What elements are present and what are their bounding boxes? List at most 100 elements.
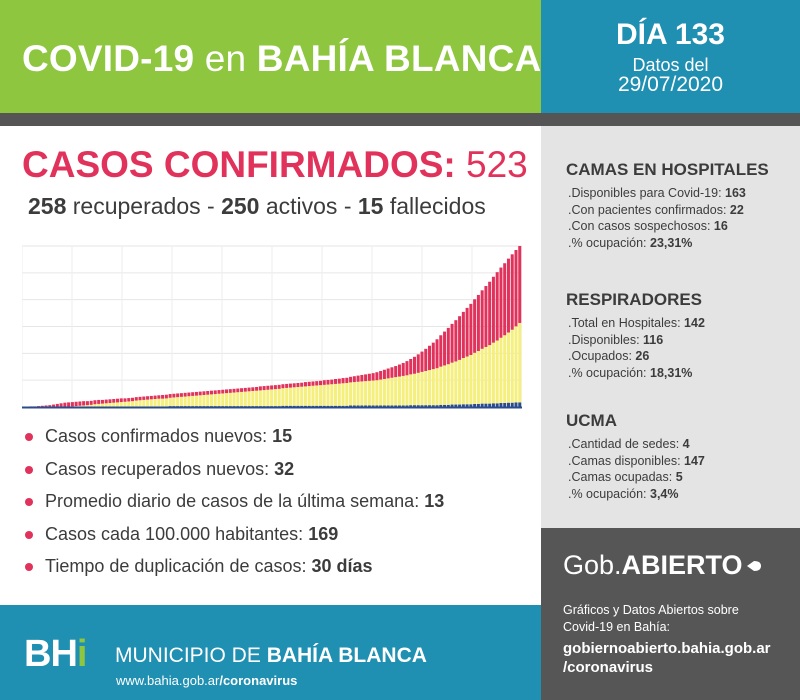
bar-recovered: [450, 362, 454, 405]
bar-active: [187, 392, 191, 397]
bar-recovered: [115, 402, 119, 407]
bar-deceased: [503, 403, 507, 407]
bar-recovered: [296, 386, 300, 406]
bar-deceased: [341, 405, 345, 407]
bar-recovered: [326, 384, 330, 406]
bullet-icon: [25, 433, 33, 441]
bar-active: [330, 379, 334, 385]
bar-recovered: [142, 399, 146, 407]
bar-active: [206, 390, 210, 395]
bar-recovered: [281, 388, 285, 406]
bar-active: [364, 374, 368, 382]
bar-deceased: [379, 405, 383, 407]
bar-active: [446, 327, 450, 365]
bar-recovered: [288, 387, 292, 406]
bar-recovered: [138, 400, 142, 407]
bar-recovered: [232, 392, 236, 407]
bar-recovered: [127, 401, 131, 407]
bar-active: [52, 404, 56, 407]
bar-deceased: [367, 405, 371, 407]
camas-list: .Disponibles para Covid-19: 163 .Con pac…: [568, 185, 746, 251]
bar-active: [499, 267, 503, 338]
bar-recovered: [379, 379, 383, 406]
bar-active: [247, 387, 251, 392]
open-data-link[interactable]: gobiernoabierto.bahia.gob.ar/coronavirus: [563, 640, 771, 676]
bar-deceased: [439, 404, 443, 407]
bar-active: [288, 383, 292, 388]
bar-recovered: [420, 371, 424, 406]
bar-recovered: [435, 368, 439, 406]
bar-deceased: [435, 405, 439, 407]
bar-recovered: [262, 390, 266, 407]
bar-recovered: [405, 375, 409, 406]
bar-recovered: [401, 375, 405, 406]
bar-deceased: [412, 405, 416, 407]
bar-active: [142, 396, 146, 400]
bar-active: [146, 396, 150, 400]
bar-deceased: [386, 405, 390, 407]
bar-deceased: [360, 405, 364, 407]
bar-recovered: [194, 395, 198, 407]
bar-active: [405, 361, 409, 376]
bar-recovered: [443, 365, 447, 405]
bar-active: [93, 400, 97, 405]
bar-recovered: [168, 397, 172, 407]
bar-active: [70, 402, 74, 407]
bar-active: [480, 290, 484, 349]
bar-recovered: [164, 398, 168, 407]
bar-recovered: [349, 382, 353, 406]
bar-recovered: [307, 386, 311, 406]
bar-active: [292, 383, 296, 388]
bar-active: [225, 389, 229, 394]
bar-active: [300, 382, 304, 387]
bar-recovered: [243, 391, 247, 407]
bar-recovered: [469, 354, 473, 405]
bar-recovered: [78, 405, 82, 407]
bar-recovered: [108, 403, 112, 407]
bar-recovered: [85, 405, 89, 407]
bar-active: [115, 398, 119, 403]
bar-recovered: [446, 364, 450, 405]
bar-active: [296, 382, 300, 387]
website-link[interactable]: www.bahia.gob.ar/coronavirus: [116, 673, 298, 688]
list-item: .% ocupación: 3,4%: [568, 486, 679, 501]
bar-recovered: [183, 396, 187, 407]
bar-recovered: [390, 377, 394, 406]
day-panel: DÍA 133 Datos del 29/07/2020: [541, 0, 800, 113]
bar-recovered: [476, 350, 480, 404]
bar-recovered: [412, 373, 416, 406]
bar-recovered: [495, 340, 499, 404]
bar-recovered: [270, 389, 274, 407]
bar-deceased: [428, 405, 432, 407]
bar-deceased: [409, 405, 413, 407]
bar-recovered: [439, 366, 443, 405]
bar-recovered: [93, 404, 97, 407]
bar-recovered: [352, 382, 356, 406]
bar-recovered: [371, 380, 375, 406]
bar-active: [134, 397, 138, 401]
bar-deceased: [330, 405, 334, 407]
bar-deceased: [345, 405, 349, 407]
bar-active: [315, 381, 319, 386]
bullet-icon: [25, 465, 33, 474]
bar-recovered: [97, 403, 101, 407]
list-item: .% ocupación: 18,31%: [568, 365, 693, 380]
bar-recovered: [518, 322, 522, 403]
bar-active: [202, 391, 206, 395]
bar-recovered: [225, 393, 229, 407]
bar-recovered: [172, 397, 176, 407]
bar-deceased: [292, 405, 296, 407]
bar-active: [138, 396, 142, 401]
bar-recovered: [285, 387, 289, 406]
bar-active: [266, 385, 270, 390]
bar-recovered: [153, 399, 157, 407]
bar-active: [217, 390, 221, 394]
bar-recovered: [277, 388, 281, 407]
list-item: .Ocupados: 26: [568, 349, 650, 363]
bar-active: [63, 402, 67, 407]
bar-active: [476, 294, 480, 351]
data-label: Datos del: [632, 55, 709, 75]
bar-active: [97, 399, 101, 404]
bar-active: [255, 386, 259, 391]
bar-recovered: [191, 395, 195, 407]
